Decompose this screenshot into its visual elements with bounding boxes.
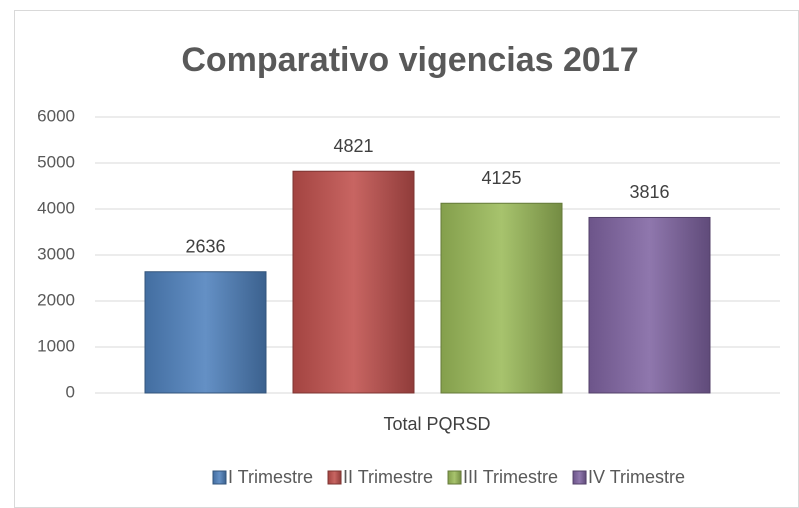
- y-tick-label: 2000: [37, 290, 75, 309]
- data-label: 2636: [185, 236, 225, 256]
- legend-label: IV Trimestre: [588, 467, 685, 487]
- data-label: 4821: [333, 136, 373, 156]
- chart-title: Comparativo vigencias 2017: [181, 41, 638, 79]
- legend-label: III Trimestre: [463, 467, 558, 487]
- legend-swatch: [572, 470, 587, 485]
- data-label: 4125: [481, 168, 521, 188]
- y-tick-label: 1000: [37, 336, 75, 355]
- bar: [144, 271, 267, 394]
- bar: [292, 170, 415, 394]
- y-tick-label: 3000: [37, 244, 75, 263]
- legend-swatch: [327, 470, 342, 485]
- y-tick-label: 0: [66, 382, 75, 401]
- data-label: 3816: [629, 182, 669, 202]
- legend-label: I Trimestre: [228, 467, 313, 487]
- bar: [588, 216, 711, 394]
- y-tick-label: 4000: [37, 198, 75, 217]
- legend-label: II Trimestre: [343, 467, 433, 487]
- y-tick-label: 6000: [37, 106, 75, 125]
- y-tick-label: 5000: [37, 152, 75, 171]
- legend-swatch: [212, 470, 227, 485]
- bar: [440, 202, 563, 394]
- x-tick-label: Total PQRSD: [383, 414, 490, 434]
- legend-swatch: [447, 470, 462, 485]
